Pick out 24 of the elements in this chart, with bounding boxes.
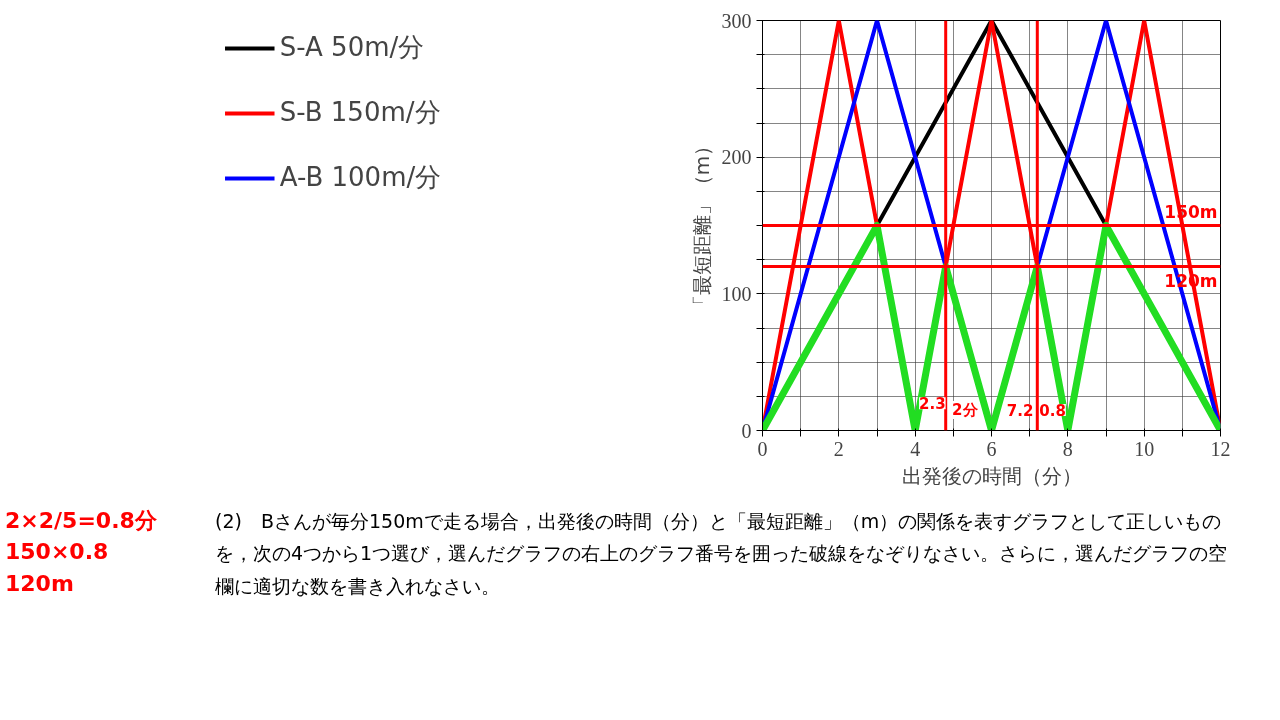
annotation: 2.3 <box>919 395 946 414</box>
text: 2×2/5=0.8分 <box>5 508 157 533</box>
x-tick-label: 0 <box>757 437 768 460</box>
y-tick-label: 0 <box>741 419 752 442</box>
legend-label: S-B 150m/分 <box>279 96 441 129</box>
y-tick-label: 100 <box>721 282 752 305</box>
text: 150×0.8 <box>5 539 109 565</box>
x-tick-label: 8 <box>1062 437 1073 460</box>
x-tick-label: 10 <box>1134 437 1155 460</box>
legend-label: A-B 100m/分 <box>279 161 442 194</box>
text: (2) Bさんが毎分150mで走る場合，出発後の時間（分）と「最短距離」（m）の関係を表すグラフとして正しいものを，次の4つから1つ選び，選んだグラフの右上のグラフ番号を囲った破線をなぞりなさい。さらに，選んだグラフの空欄に適切な数を書き入れなさい。 <box>215 509 1229 599</box>
annotation: 2分 <box>952 401 979 419</box>
annotation: 0.8 <box>1039 402 1066 420</box>
x-tick-label: 6 <box>986 437 997 460</box>
y-tick-label: 200 <box>721 146 752 169</box>
x-axis-title: 出発後の時間（分） <box>901 463 1082 488</box>
legend-label: S-A 50m/分 <box>279 31 425 64</box>
x-tick-label: 12 <box>1210 437 1231 460</box>
y-tick-label: 300 <box>721 9 752 32</box>
annotation: 7.2 <box>1006 402 1034 420</box>
text: 120m <box>5 570 74 596</box>
x-tick-label: 2 <box>833 437 844 460</box>
y-axis-title: 「最短距離」（m） <box>689 135 714 316</box>
x-tick-label: 4 <box>910 437 921 460</box>
